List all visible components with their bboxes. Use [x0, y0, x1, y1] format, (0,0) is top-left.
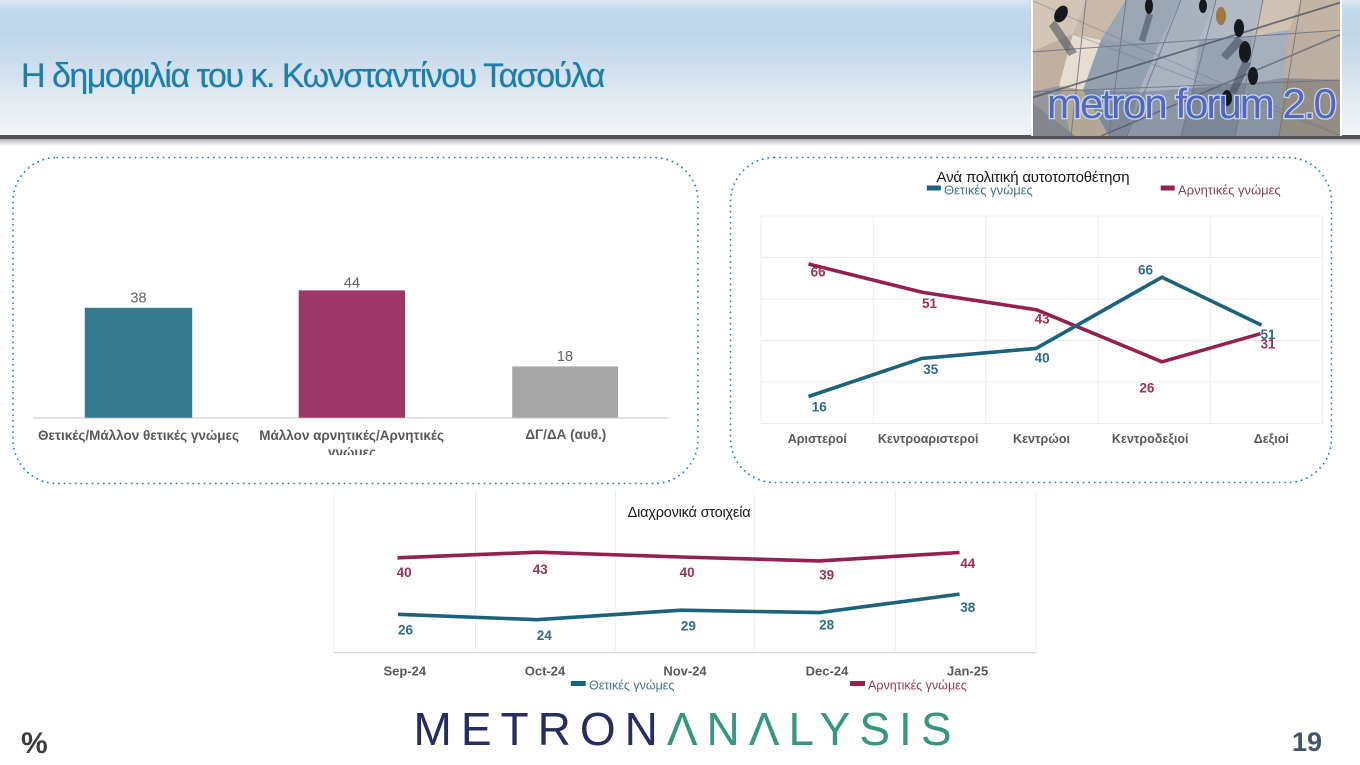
svg-text:Κεντρώοι: Κεντρώοι	[1013, 432, 1070, 446]
svg-text:Nov-24: Nov-24	[663, 664, 707, 679]
svg-text:Θετικές γνώμες: Θετικές γνώμες	[589, 679, 674, 693]
svg-text:Διαχρονικά στοιχεία: Διαχρονικά στοιχεία	[628, 505, 751, 521]
svg-text:Αρνητικές γνώμες: Αρνητικές γνώμες	[868, 679, 967, 693]
svg-text:31: 31	[1261, 337, 1277, 352]
svg-text:Sep-24: Sep-24	[383, 664, 426, 679]
svg-text:43: 43	[533, 562, 549, 577]
svg-text:metron forum 2.0: metron forum 2.0	[1047, 80, 1335, 127]
svg-text:40: 40	[680, 565, 695, 580]
svg-text:Oct-24: Oct-24	[525, 664, 566, 679]
svg-text:ΔΓ/ΔΑ (αυθ.): ΔΓ/ΔΑ (αυθ.)	[525, 427, 606, 442]
svg-text:Dec-24: Dec-24	[806, 664, 849, 679]
svg-text:γνώμες: γνώμες	[328, 445, 376, 455]
svg-text:29: 29	[681, 618, 696, 633]
svg-text:16: 16	[812, 400, 828, 415]
svg-text:Κεντροαριστεροί: Κεντροαριστεροί	[878, 432, 979, 446]
svg-text:38: 38	[960, 600, 976, 615]
svg-text:Θετικές/Μάλλον θετικές γνώμες: Θετικές/Μάλλον θετικές γνώμες	[38, 428, 239, 443]
svg-text:66: 66	[811, 265, 827, 280]
svg-text:Κεντροδεξιοί: Κεντροδεξιοί	[1112, 432, 1189, 446]
svg-text:43: 43	[1035, 312, 1051, 327]
svg-text:Αρνητικές γνώμες: Αρνητικές γνώμες	[1178, 183, 1281, 198]
svg-text:26: 26	[398, 623, 414, 638]
svg-text:38: 38	[130, 290, 146, 306]
svg-text:44: 44	[960, 556, 976, 571]
svg-text:39: 39	[819, 568, 834, 583]
svg-text:18: 18	[557, 349, 573, 365]
svg-text:35: 35	[923, 362, 939, 377]
svg-text:40: 40	[397, 565, 412, 580]
svg-text:Θετικές γνώμες: Θετικές γνώμες	[944, 183, 1033, 198]
svg-text:24: 24	[537, 628, 553, 643]
svg-text:51: 51	[922, 296, 938, 311]
svg-text:26: 26	[1139, 380, 1155, 395]
svg-text:51: 51	[1261, 327, 1277, 342]
svg-text:Jan-25: Jan-25	[947, 664, 988, 679]
svg-text:Αριστεροί: Αριστεροί	[788, 432, 848, 446]
svg-text:28: 28	[819, 617, 835, 632]
svg-text:Δεξιοί: Δεξιοί	[1254, 432, 1290, 446]
svg-text:66: 66	[1138, 263, 1154, 278]
svg-text:40: 40	[1035, 351, 1050, 366]
svg-text:44: 44	[344, 276, 360, 292]
svg-text:Ανά πολιτική αυτοτοποθέτηση: Ανά πολιτική αυτοτοποθέτηση	[937, 169, 1130, 186]
svg-text:Μάλλον αρνητικές/Αρνητικές: Μάλλον αρνητικές/Αρνητικές	[259, 428, 444, 443]
